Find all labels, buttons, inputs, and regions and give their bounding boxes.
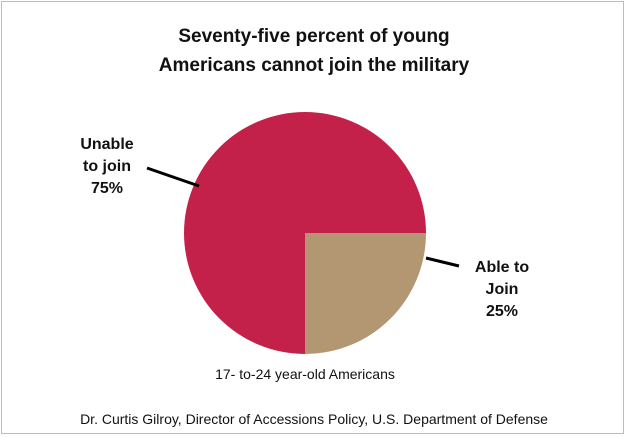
slice-label-able-line-1: Able to: [474, 259, 530, 276]
slice-label-unable: Unable to join 75%: [68, 134, 146, 200]
slice-percent-able: 25%: [485, 303, 519, 320]
slice-label-able-line-2: Join: [485, 281, 519, 298]
slice-label-unable-line-1: Unable: [80, 136, 134, 153]
pie-slice-able: [305, 233, 426, 354]
leader-line-unable: [146, 166, 200, 188]
chart-title-line-2: Americans cannot join the military: [158, 55, 470, 76]
chart-source: Dr. Curtis Gilroy, Director of Accession…: [80, 411, 548, 427]
chart-title-line-1: Seventy-five percent of young: [178, 26, 450, 47]
slice-label-unable-line-2: to join: [83, 158, 131, 175]
leader-line-able: [425, 256, 460, 268]
chart-caption: 17- to-24 year-old Americans: [215, 366, 395, 382]
slice-label-able: Able to Join 25%: [457, 257, 547, 323]
slice-percent-unable: 75%: [90, 180, 124, 197]
